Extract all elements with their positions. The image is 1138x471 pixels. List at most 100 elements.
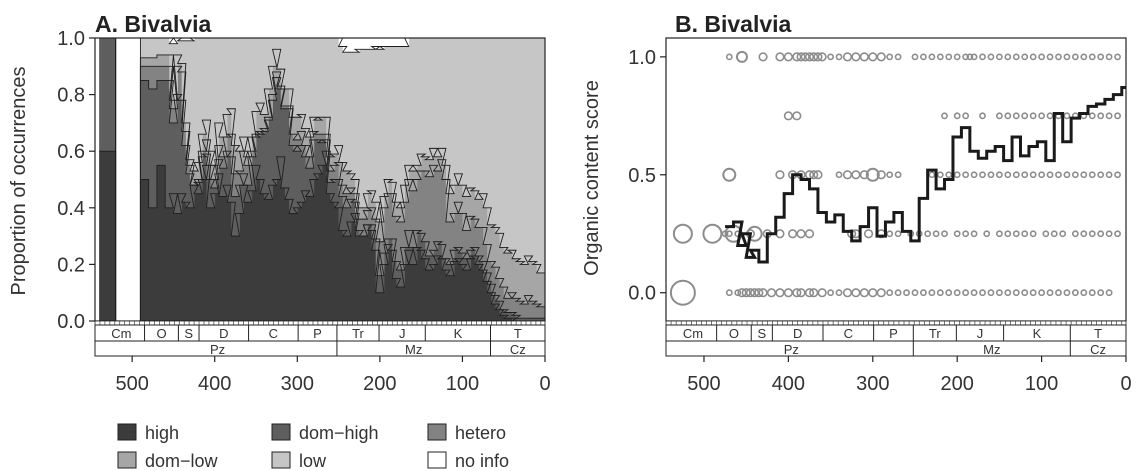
data-point xyxy=(966,53,974,61)
data-point xyxy=(722,167,737,182)
data-point xyxy=(962,112,970,120)
stack-segment xyxy=(156,66,166,81)
data-point xyxy=(962,171,970,179)
panel-a: A. Bivalvia Proportion of occurrences 0.… xyxy=(8,11,551,395)
data-point xyxy=(1021,230,1029,238)
x-tick-label: 300 xyxy=(856,373,889,395)
period-label-Tr: Tr xyxy=(929,326,941,341)
panel-b-x-axis: 500 400 300 200 100 0 xyxy=(687,356,1132,395)
data-point xyxy=(962,53,970,61)
data-point xyxy=(979,289,986,297)
data-point xyxy=(979,112,986,120)
data-point xyxy=(1029,289,1037,297)
data-point xyxy=(792,52,802,62)
data-point xyxy=(983,230,991,238)
series-low xyxy=(140,38,546,273)
data-point xyxy=(809,288,819,298)
data-point xyxy=(1080,171,1088,179)
era-label-Cz: Cz xyxy=(510,342,526,357)
data-point xyxy=(796,288,806,298)
data-point xyxy=(750,288,760,298)
series-high xyxy=(99,151,517,321)
data-point xyxy=(804,288,815,298)
data-point xyxy=(783,111,793,121)
data-point xyxy=(741,288,751,298)
data-point xyxy=(945,289,953,297)
data-point xyxy=(1105,171,1113,179)
data-point xyxy=(1088,112,1096,120)
data-point xyxy=(970,230,978,238)
data-point xyxy=(936,171,944,179)
data-point xyxy=(953,112,961,120)
data-point xyxy=(1004,53,1012,61)
data-point xyxy=(1038,112,1045,120)
data-point xyxy=(1097,112,1105,120)
panel-a-timescale: Cm O S D C P Tr J K T Pz Mz Cz xyxy=(94,320,546,357)
data-point xyxy=(1029,230,1037,238)
y-tick-label: 1.0 xyxy=(57,28,85,50)
legend-label: low xyxy=(299,451,327,471)
data-point xyxy=(1012,230,1020,238)
x-tick-label: 100 xyxy=(446,373,479,395)
stack-segment xyxy=(123,38,133,321)
data-point xyxy=(863,229,874,239)
data-point xyxy=(1114,171,1121,179)
period-label-T: T xyxy=(1094,326,1102,341)
stack-segment xyxy=(99,151,108,321)
data-point xyxy=(788,229,798,239)
data-point xyxy=(1038,289,1045,297)
data-point xyxy=(1097,53,1105,61)
x-tick-label: 400 xyxy=(198,373,231,395)
data-point xyxy=(1046,289,1054,297)
stack-segment xyxy=(107,38,117,152)
data-point xyxy=(928,171,936,179)
data-point xyxy=(1012,112,1020,120)
data-point xyxy=(894,53,902,61)
data-point xyxy=(851,52,861,62)
stack-segment xyxy=(148,38,158,58)
y-tick-label: 0.6 xyxy=(57,141,85,163)
legend-swatch xyxy=(117,451,137,469)
band-boundary xyxy=(99,37,545,322)
data-point xyxy=(1004,112,1012,120)
legend: high dom−high hetero dom−low low no info xyxy=(117,423,509,471)
x-tick-label: 300 xyxy=(281,373,314,395)
panel-a-x-axis: 500 400 300 200 100 0 xyxy=(115,356,551,395)
data-point xyxy=(920,289,927,297)
period-label-P: P xyxy=(889,326,898,341)
stack-segment xyxy=(235,151,245,172)
data-point xyxy=(1004,230,1012,238)
period-label-P: P xyxy=(313,326,322,341)
data-point xyxy=(995,112,1003,120)
data-point xyxy=(766,288,777,298)
data-point xyxy=(1063,53,1071,61)
data-point xyxy=(1088,230,1096,238)
data-point xyxy=(827,53,834,61)
stack-segment xyxy=(156,165,166,321)
y-tick-label: 0.5 xyxy=(628,165,656,187)
data-point xyxy=(979,53,986,61)
stack-segment xyxy=(210,165,220,180)
data-point xyxy=(796,52,806,62)
stack-segment xyxy=(408,247,418,265)
data-point xyxy=(1080,289,1088,297)
data-point xyxy=(911,289,919,297)
data-point xyxy=(758,52,768,62)
y-tick-label: 0.2 xyxy=(57,254,85,276)
data-point xyxy=(783,52,793,62)
data-point xyxy=(945,171,953,179)
data-point xyxy=(876,52,886,62)
data-point xyxy=(1105,230,1113,238)
y-tick-label: 0.0 xyxy=(57,311,85,333)
data-point xyxy=(1055,171,1062,179)
data-point xyxy=(987,53,995,61)
data-point xyxy=(970,171,978,179)
data-point xyxy=(945,53,953,61)
x-tick-label: 0 xyxy=(539,373,550,395)
stack-segment xyxy=(243,185,253,203)
stack-segment xyxy=(305,137,315,157)
data-point xyxy=(1097,289,1105,297)
data-point xyxy=(813,52,823,62)
panel-b-timescale: Cm O S D C P Tr J K T Pz Mz Cz xyxy=(665,320,1127,357)
